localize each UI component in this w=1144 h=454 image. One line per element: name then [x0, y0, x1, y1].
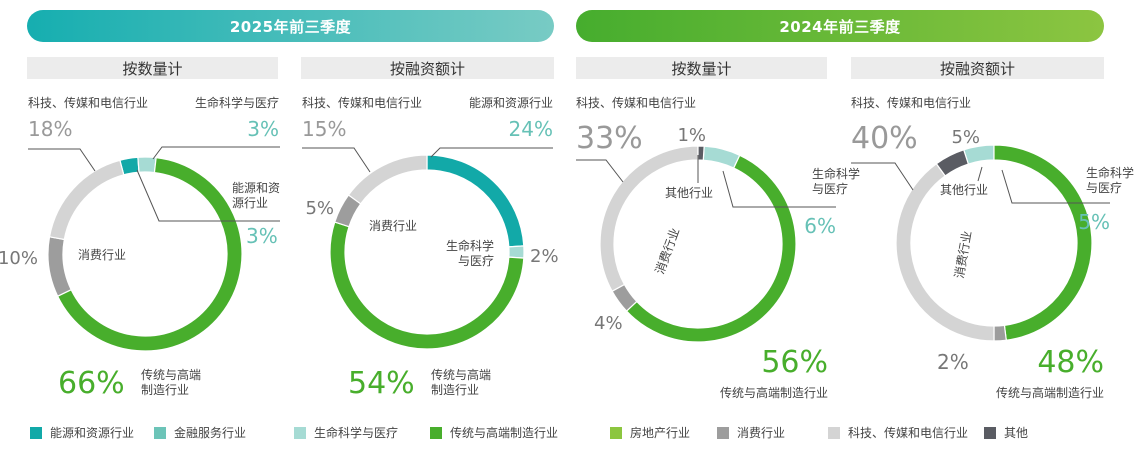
pct-label-1-1: 2%: [530, 246, 559, 267]
pct-label-0-0: 3%: [246, 224, 278, 248]
caption-label-3-0: 生命科学与医疗: [1086, 165, 1134, 195]
pct-label-2-1: 56%: [761, 345, 828, 380]
pct-label-1-2: 54%: [348, 366, 415, 401]
legend-item: 消费行业: [717, 424, 785, 441]
leader-line-3-0: [1001, 169, 1110, 204]
chart-title-2024-count: 按数量计: [576, 57, 827, 79]
pct-label-1-4: 15%: [302, 117, 346, 141]
leader-line-1-0: [430, 147, 553, 158]
pct-label-0-3: 10%: [0, 248, 38, 269]
pct-label-0-1: 3%: [247, 117, 279, 141]
legend: 能源和资源行业 金融服务行业 生命科学与医疗 传统与高端制造行业 房地产行业 消费行业 科技…: [0, 424, 1144, 444]
legend-label: 金融服务行业: [174, 426, 247, 440]
leader-line-0-0: [136, 169, 280, 222]
caption-label-0-4: 科技、传媒和电信行业: [28, 95, 148, 110]
chart-title-2024-amount: 按融资额计: [851, 57, 1104, 79]
pct-label-2-2: 4%: [594, 313, 623, 334]
caption-label-1-3: 消费行业: [369, 219, 417, 233]
legend-swatch: [984, 426, 996, 439]
pct-label-1-3: 5%: [305, 198, 334, 219]
leader-line-3-2: [977, 166, 983, 182]
donut-slice-2-4: [697, 145, 705, 161]
leader-line-1-1: [302, 147, 371, 173]
pct-label-3-4: 5%: [951, 127, 980, 148]
caption-label-1-1: 生命科学与医疗: [446, 238, 494, 268]
caption-label-3-2: 消费行业: [952, 230, 974, 280]
donut-charts: 3% 能源和资源行业 3% 生命科学与医疗 66% 传统与高端制造行业 10% 消费行业 18%…: [0, 95, 1134, 401]
legend-swatch: [30, 426, 42, 439]
caption-label-0-2: 传统与高端制造行业: [141, 367, 201, 397]
legend-swatch: [610, 426, 622, 439]
leader-line-3-1: [851, 162, 914, 191]
donut-slice-0-3: [47, 236, 72, 298]
leader-line-2-0: [722, 170, 836, 208]
pct-label-2-3: 33%: [576, 121, 643, 156]
donut-slice-1-1: [508, 245, 525, 259]
donut-slice-0-1: [137, 156, 157, 174]
caption-label-3-3: 科技、传媒和电信行业: [851, 95, 971, 110]
pct-label-2-4: 1%: [677, 125, 706, 146]
donut-slice-2-1: [625, 154, 797, 343]
pct-label-2-0: 6%: [804, 214, 836, 238]
legend-item: 其他: [984, 424, 1028, 441]
legend-swatch: [154, 426, 166, 439]
caption-label-2-3: 科技、传媒和电信行业: [576, 95, 696, 110]
donut-slice-1-0: [426, 154, 525, 248]
pct-label-1-0: 24%: [509, 117, 553, 141]
caption-label-3-1: 传统与高端制造行业: [996, 385, 1104, 400]
pct-label-0-2: 66%: [58, 366, 125, 401]
caption-label-1-4: 科技、传媒和电信行业: [302, 95, 422, 110]
caption-label-1-0: 能源和资源行业: [469, 96, 553, 110]
legend-item: 科技、传媒和电信行业: [828, 424, 968, 441]
caption-label-0-0: 能源和资源行业: [232, 181, 280, 210]
caption-label-1-2: 传统与高端制造行业: [431, 367, 491, 397]
legend-label: 房地产行业: [630, 426, 691, 440]
legend-label: 科技、传媒和电信行业: [848, 426, 969, 440]
caption-label-0-3: 消费行业: [78, 248, 126, 262]
pct-label-3-0: 5%: [1078, 210, 1110, 234]
legend-swatch: [828, 426, 840, 439]
legend-label: 消费行业: [737, 426, 786, 440]
legend-label: 能源和资源行业: [50, 426, 135, 440]
period-banner-2024: 2024年前三季度: [576, 10, 1104, 42]
legend-item: 传统与高端制造行业: [430, 424, 558, 441]
donut-slice-2-3: [599, 145, 699, 293]
leader-line-0-2: [28, 148, 96, 172]
donut-slice-3-2: [993, 324, 1007, 342]
pct-label-3-1: 48%: [1037, 345, 1104, 380]
pct-label-3-2: 2%: [937, 350, 969, 374]
donut-slice-3-4: [935, 149, 970, 177]
legend-swatch: [717, 426, 729, 439]
donut-slice-1-2: [329, 221, 525, 350]
legend-item: 房地产行业: [610, 424, 690, 441]
caption-label-2-2: 消费行业: [653, 226, 683, 276]
pct-label-3-3: 40%: [851, 121, 918, 156]
donut-slice-0-4: [48, 159, 125, 241]
legend-label: 其他: [1004, 426, 1029, 440]
chart-title-2025-count: 按数量计: [27, 57, 278, 79]
donut-slice-3-1: [993, 144, 1093, 341]
legend-item: 金融服务行业: [154, 424, 246, 441]
caption-label-2-1: 传统与高端制造行业: [720, 385, 828, 400]
legend-label: 生命科学与医疗: [314, 426, 399, 440]
legend-item: 生命科学与医疗: [294, 424, 398, 441]
donut-slice-2-0: [702, 145, 741, 169]
donut-slice-1-4: [347, 154, 428, 205]
legend-item: 能源和资源行业: [30, 424, 134, 441]
caption-label-2-4: 其他行业: [665, 186, 713, 200]
caption-label-3-4: 其他行业: [940, 183, 988, 197]
legend-swatch: [294, 426, 306, 439]
legend-label: 传统与高端制造行业: [450, 426, 559, 440]
chart-title-2025-amount: 按融资额计: [301, 57, 554, 79]
legend-swatch: [430, 426, 442, 439]
leader-line-0-1: [152, 146, 280, 160]
caption-label-0-1: 生命科学与医疗: [195, 95, 279, 110]
pct-label-0-4: 18%: [28, 117, 72, 141]
caption-label-2-0: 生命科学与医疗: [812, 166, 860, 196]
leader-line-2-1: [576, 159, 624, 183]
period-banner-2025: 2025年前三季度: [27, 10, 554, 42]
